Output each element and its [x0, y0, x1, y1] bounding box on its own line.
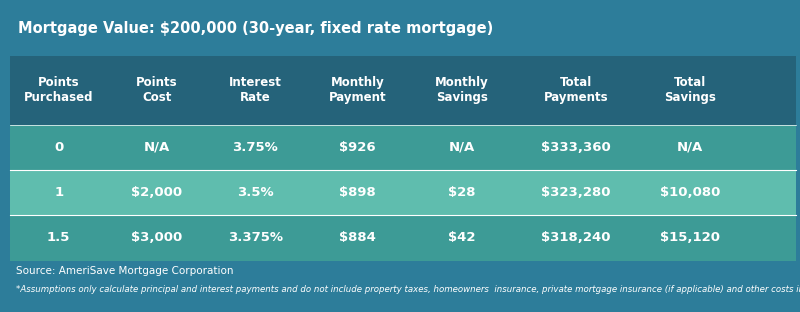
- Text: Interest
Rate: Interest Rate: [229, 76, 282, 105]
- Text: 1.5: 1.5: [47, 232, 70, 244]
- Text: Monthly
Payment: Monthly Payment: [329, 76, 386, 105]
- Text: Total
Payments: Total Payments: [543, 76, 608, 105]
- Text: 0: 0: [54, 141, 63, 154]
- FancyBboxPatch shape: [10, 125, 796, 170]
- Text: $10,080: $10,080: [660, 186, 720, 199]
- Text: 3.375%: 3.375%: [228, 232, 283, 244]
- FancyBboxPatch shape: [10, 261, 796, 284]
- Text: $28: $28: [448, 186, 475, 199]
- Text: 3.75%: 3.75%: [233, 141, 278, 154]
- Text: $884: $884: [339, 232, 376, 244]
- Text: $42: $42: [448, 232, 475, 244]
- Text: $926: $926: [339, 141, 376, 154]
- Text: $2,000: $2,000: [131, 186, 182, 199]
- Text: Source: AmeriSave Mortgage Corporation: Source: AmeriSave Mortgage Corporation: [16, 266, 234, 276]
- Text: 1: 1: [54, 186, 63, 199]
- Text: $3,000: $3,000: [131, 232, 182, 244]
- Text: Monthly
Savings: Monthly Savings: [435, 76, 489, 105]
- FancyBboxPatch shape: [10, 170, 796, 215]
- Text: Points
Purchased: Points Purchased: [24, 76, 94, 105]
- FancyBboxPatch shape: [10, 56, 796, 125]
- Text: N/A: N/A: [677, 141, 703, 154]
- FancyBboxPatch shape: [10, 215, 796, 261]
- Text: $333,360: $333,360: [541, 141, 610, 154]
- FancyBboxPatch shape: [10, 0, 796, 56]
- Text: $323,280: $323,280: [541, 186, 610, 199]
- Text: $318,240: $318,240: [541, 232, 610, 244]
- Text: Points
Cost: Points Cost: [136, 76, 178, 105]
- Text: N/A: N/A: [449, 141, 475, 154]
- Text: *Assumptions only calculate principal and interest payments and do not include p: *Assumptions only calculate principal an…: [16, 285, 800, 295]
- Text: Mortgage Value: $200,000 (30-year, fixed rate mortgage): Mortgage Value: $200,000 (30-year, fixed…: [18, 21, 493, 36]
- Text: $15,120: $15,120: [660, 232, 720, 244]
- Text: Total
Savings: Total Savings: [664, 76, 716, 105]
- Text: 3.5%: 3.5%: [237, 186, 274, 199]
- Text: N/A: N/A: [144, 141, 170, 154]
- Text: $898: $898: [339, 186, 376, 199]
